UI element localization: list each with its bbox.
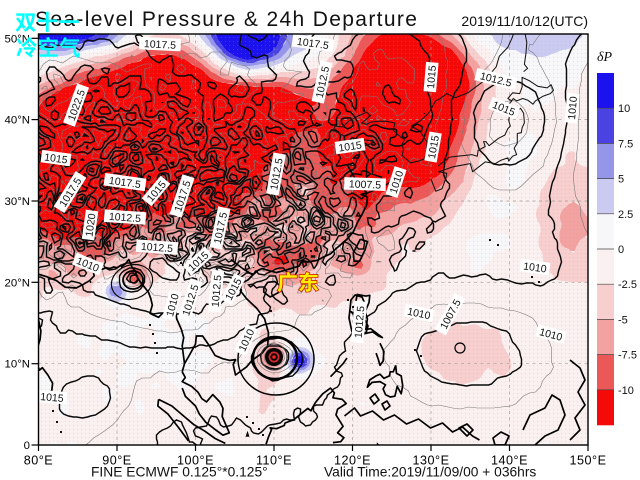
- svg-text:10: 10: [618, 103, 630, 115]
- svg-text:1012.5: 1012.5: [108, 211, 141, 225]
- svg-text:1012.5: 1012.5: [353, 305, 368, 338]
- svg-text:120°E: 120°E: [334, 454, 371, 468]
- svg-text:2.5: 2.5: [618, 209, 633, 221]
- svg-text:-10: -10: [618, 385, 634, 397]
- svg-text:30°N: 30°N: [5, 196, 30, 208]
- svg-text:20°N: 20°N: [5, 277, 30, 289]
- svg-text:0: 0: [618, 244, 624, 256]
- svg-text:1012.5: 1012.5: [268, 157, 285, 191]
- svg-text:-5: -5: [618, 314, 628, 326]
- svg-text:1015: 1015: [338, 139, 363, 154]
- svg-text:FINE ECMWF 0.125°*0.125°: FINE ECMWF 0.125°*0.125°: [91, 465, 268, 480]
- svg-text:140°E: 140°E: [491, 454, 528, 468]
- svg-text:1017.5: 1017.5: [144, 38, 177, 52]
- svg-text:1015: 1015: [43, 151, 68, 166]
- svg-text:110°E: 110°E: [256, 454, 292, 468]
- svg-text:130°E: 130°E: [413, 454, 450, 468]
- svg-text:5: 5: [618, 174, 624, 186]
- svg-text:2019/11/10/12(UTC): 2019/11/10/12(UTC): [461, 13, 588, 29]
- svg-text:-7.5: -7.5: [618, 350, 637, 362]
- svg-text:Sea-level Pressure & 24h Depar: Sea-level Pressure & 24h Departure: [35, 8, 418, 31]
- svg-text:150°E: 150°E: [570, 454, 607, 468]
- svg-text:1017.5: 1017.5: [296, 36, 330, 52]
- svg-text:1010: 1010: [522, 260, 547, 275]
- svg-text:1007.5: 1007.5: [349, 178, 382, 191]
- svg-text:-2.5: -2.5: [618, 279, 637, 291]
- svg-text:90°E: 90°E: [102, 454, 131, 468]
- svg-text:1015: 1015: [426, 134, 442, 159]
- svg-text:80°E: 80°E: [24, 454, 53, 468]
- svg-text:1010: 1010: [566, 96, 580, 120]
- svg-text:1010: 1010: [538, 326, 564, 344]
- svg-text:1015: 1015: [425, 65, 439, 89]
- svg-text:Valid Time:2019/11/09/00 + 036: Valid Time:2019/11/09/00 + 036hrs: [324, 465, 536, 480]
- svg-text:1012.5: 1012.5: [210, 274, 225, 307]
- svg-text:100°E: 100°E: [177, 454, 214, 468]
- svg-text:δP: δP: [597, 50, 613, 65]
- svg-text:1020: 1020: [83, 213, 98, 238]
- svg-text:1012.5: 1012.5: [140, 241, 173, 255]
- svg-text:1010: 1010: [406, 306, 431, 323]
- svg-text:1010: 1010: [164, 292, 182, 318]
- svg-text:0: 0: [24, 440, 30, 452]
- svg-text:1015: 1015: [40, 391, 64, 405]
- svg-text:7.5: 7.5: [618, 138, 633, 150]
- svg-text:10°N: 10°N: [5, 359, 30, 371]
- svg-text:1017.5: 1017.5: [108, 175, 142, 191]
- svg-text:40°N: 40°N: [5, 115, 30, 127]
